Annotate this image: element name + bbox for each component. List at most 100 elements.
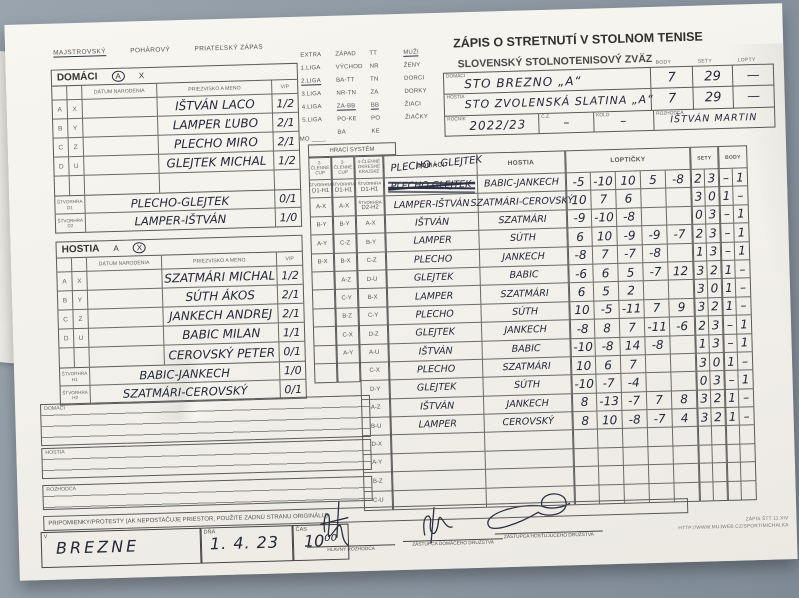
match-ball-score (597, 429, 624, 449)
home-captain-signature (423, 507, 453, 544)
match-ball-score: -4 (621, 373, 647, 393)
match-home-player-name: LAMPER (414, 290, 454, 303)
away-doubles-label-line2: H2 (72, 395, 79, 401)
match-ball-score: 7 (591, 190, 617, 210)
match-away-player (484, 430, 574, 452)
home-letter-away: Z (68, 137, 84, 158)
match-sets-score: 2 (710, 389, 726, 409)
lopty-column-header: LOPTY (737, 57, 756, 64)
region-item: NR-TN (336, 90, 368, 104)
match-sets-score (712, 444, 727, 464)
match-ball-score: -9 (566, 209, 593, 229)
match-sets-score: 0 (705, 187, 720, 207)
match-sets-score (713, 481, 728, 501)
home-letter-away (69, 175, 85, 196)
body-column-header: BODY (655, 59, 672, 66)
system-code-cell: B-Y (357, 233, 385, 253)
system-code: A-Y (372, 459, 383, 467)
match-points-score (727, 481, 742, 500)
match-sets-score: 2 (690, 169, 706, 189)
away-letter-away (74, 347, 90, 368)
match-home-player-name: PLECHO GLEJTEK (390, 179, 472, 193)
round-cell: KOLO – (594, 110, 655, 133)
referee-cell: ROZHODCA IŠTVÁN MARTIN (654, 107, 776, 131)
away-roster-section: HOSTIA A X DÁTUM NARODENIA PRIEZVISKO A MENO… (55, 234, 307, 406)
away-letter-home: A (57, 272, 73, 292)
district-item-label: PO (371, 115, 381, 122)
chief-referee-label: HLAVNÝ ROZHODCA (327, 546, 376, 554)
system-code: C-Y (367, 312, 379, 320)
round-label: KOLO (596, 113, 610, 119)
system-code-cell: C-Z (357, 251, 386, 272)
match-ball-score: 2 (618, 281, 645, 301)
home-doubles-pair: LAMPER-IŠTVÁN (85, 208, 277, 232)
match-home-player-name: PLECHO (416, 363, 456, 376)
match-sets-score: 2 (711, 408, 726, 427)
match-ball-score (574, 485, 600, 505)
match-away-player: BABIC-JANKECH (477, 173, 567, 195)
match-ball-score (648, 464, 675, 484)
home-notes-box: DOMÁCI (39, 394, 372, 447)
match-home-player-name: LAMPER-IŠTVÁN (393, 197, 470, 211)
match-points-score: 1 (724, 389, 740, 409)
home-roster-table: DÁTUM NARODENIA PRIEZVISKO A MENO V/P A X IŠT… (51, 79, 302, 197)
away-roster-table: DÁTUM NARODENIA PRIEZVISKO A MENO V/P A X SZA… (55, 251, 306, 369)
away-doubles-label: ŠTVORHRA H2 (60, 385, 91, 405)
district-item: ZA (370, 89, 390, 103)
match-sets-score (699, 481, 714, 501)
match-ball-score: -10 (570, 338, 596, 358)
match-away-player: JANKECH (483, 393, 573, 415)
match-ball-score: 5 (618, 263, 644, 283)
referee-notes-label: ROZHODCA (46, 486, 77, 493)
place-box: V BREZNE (40, 527, 202, 569)
system-code-cell: C-U (365, 491, 393, 510)
system-code-cell: C-Y (359, 307, 387, 327)
season-label: ROČNÍK (447, 117, 466, 123)
match-ball-score (671, 372, 697, 392)
away-doubles-label: ŠTVORHRA H1 (60, 367, 91, 387)
home-dob-cell (83, 154, 160, 176)
system-code-cell: B-Y (310, 216, 333, 236)
match-away-player: CEROVSKÝ (484, 412, 573, 434)
region-item: BA-TT (336, 77, 368, 91)
system-code: A-X (338, 203, 350, 210)
away-dob-cell (89, 345, 166, 367)
away-sety-value: 29 (693, 86, 735, 110)
match-type-majstrovsky: MAJSTROVSKÝ (53, 48, 107, 58)
match-home-player-name: LAMPER (413, 234, 452, 247)
match-sets-score: 3 (693, 279, 709, 299)
match-home-player (393, 488, 488, 510)
match-ball-score: 7 (592, 245, 619, 265)
home-letter-col (67, 85, 83, 101)
away-mark-x: X (132, 242, 147, 254)
away-player-vp: 2/1 (278, 303, 304, 324)
match-ball-score: 12 (668, 261, 694, 281)
match-sets-score: 2 (692, 224, 707, 244)
away-player-vp: 2/1 (277, 284, 304, 305)
away-letter-col (56, 258, 73, 273)
match-ball-score: 6 (568, 282, 595, 303)
away-notes-label: HOSTIA (45, 449, 65, 456)
match-sets-score: 0 (691, 206, 707, 226)
match-away-player: SÚTH (483, 375, 572, 397)
match-points-score (740, 444, 755, 463)
match-ball-score: 7 (646, 391, 673, 411)
district-item: BB (370, 102, 391, 116)
home-notes-label: DOMÁCI (44, 405, 65, 413)
home-player-name (159, 170, 276, 193)
match-away-player: SZATMÁRI-CEROVSKÝ (470, 191, 574, 213)
match-sets-score: 2 (694, 316, 710, 336)
match-points-score: – (720, 242, 736, 261)
system-code-cell: C-Z (334, 234, 356, 254)
system-code: B-Y (316, 222, 327, 229)
match-ball-score (573, 466, 600, 486)
league-item: 4.LIGA (302, 104, 336, 118)
league-item-label: 2.LIGA (301, 78, 322, 86)
system-code: B-Z (342, 313, 353, 320)
home-lopty-value: — (732, 63, 775, 87)
home-player-vp: 2/1 (273, 131, 300, 152)
district-item-label: ZA (370, 89, 379, 96)
match-ball-score: 5 (640, 170, 667, 190)
away-dob-cell (87, 269, 163, 291)
system-code-cell: ŠTVORHRA D1-H1 (355, 178, 384, 198)
